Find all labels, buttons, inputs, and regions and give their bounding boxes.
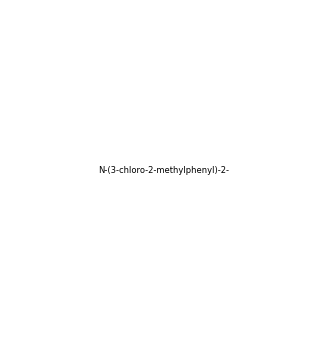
Text: N-(3-chloro-2-methylphenyl)-2-: N-(3-chloro-2-methylphenyl)-2- bbox=[99, 166, 229, 175]
